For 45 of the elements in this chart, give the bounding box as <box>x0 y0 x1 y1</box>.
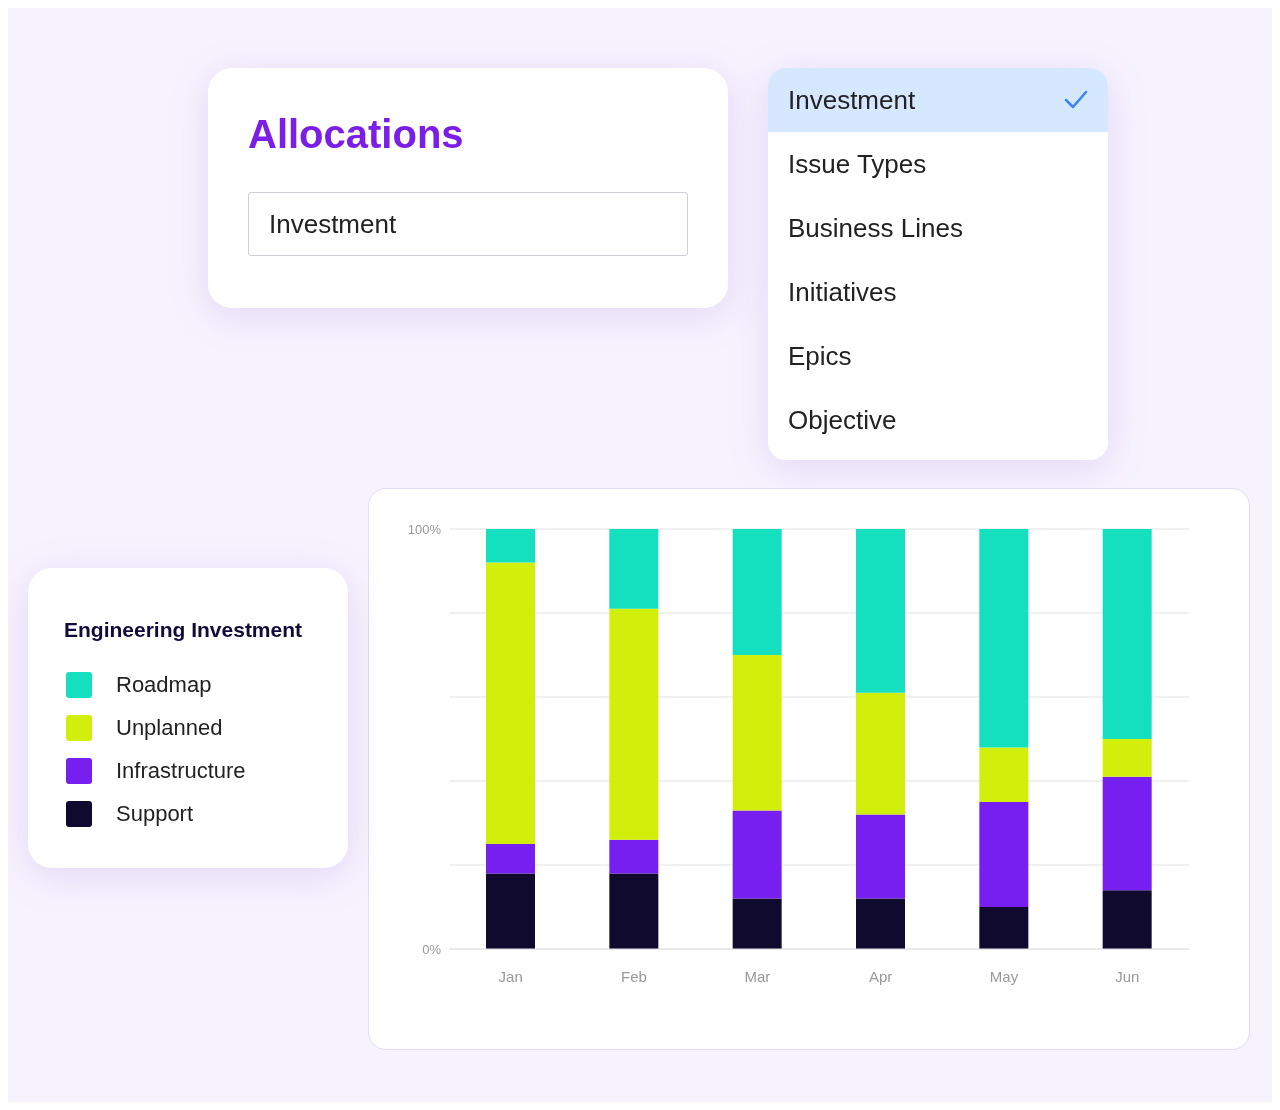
legend-label: Support <box>116 801 194 827</box>
x-tick-label: Feb <box>621 967 647 985</box>
bar <box>1102 739 1152 777</box>
bar <box>979 802 1029 907</box>
bar <box>732 529 782 655</box>
bar <box>609 873 659 949</box>
text: Epics <box>788 340 852 372</box>
bar <box>486 529 535 563</box>
bar <box>856 692 905 815</box>
x-tick-label: Jan <box>498 967 523 985</box>
select-field: Investment <box>248 192 688 256</box>
bar <box>486 562 535 844</box>
legend-label: Infrastructure <box>116 758 246 784</box>
bar <box>1102 529 1152 739</box>
bar <box>856 814 905 899</box>
y-tick-label: 0% <box>422 941 442 957</box>
bar <box>856 529 905 693</box>
bar <box>609 839 659 874</box>
text: Investment <box>788 84 916 116</box>
bar <box>1102 776 1152 891</box>
bar <box>732 810 782 899</box>
bar <box>609 608 659 840</box>
bar <box>979 529 1029 748</box>
text: Issue Types <box>788 148 927 180</box>
bar <box>609 529 659 609</box>
bar <box>856 898 905 949</box>
bar <box>486 844 535 874</box>
text: Objective <box>788 404 897 436</box>
text: Initiatives <box>788 276 897 308</box>
bar <box>732 655 782 811</box>
legend-label: Roadmap <box>116 672 212 698</box>
bar <box>979 907 1029 949</box>
x-tick-label: Mar <box>744 967 771 985</box>
bar <box>732 898 782 949</box>
legend-title: Engineering Investment <box>64 618 303 642</box>
text: Business Lines <box>788 212 963 244</box>
chart-title: Allocations <box>248 112 464 157</box>
legend-label: Unplanned <box>116 715 223 741</box>
y-tick-label: 100% <box>407 521 442 537</box>
x-tick-label: May <box>989 967 1019 985</box>
x-tick-label: Apr <box>868 967 893 985</box>
x-tick-label: Jun <box>1115 967 1140 985</box>
bar <box>486 873 535 949</box>
bar <box>979 747 1029 802</box>
bar <box>1102 890 1152 949</box>
